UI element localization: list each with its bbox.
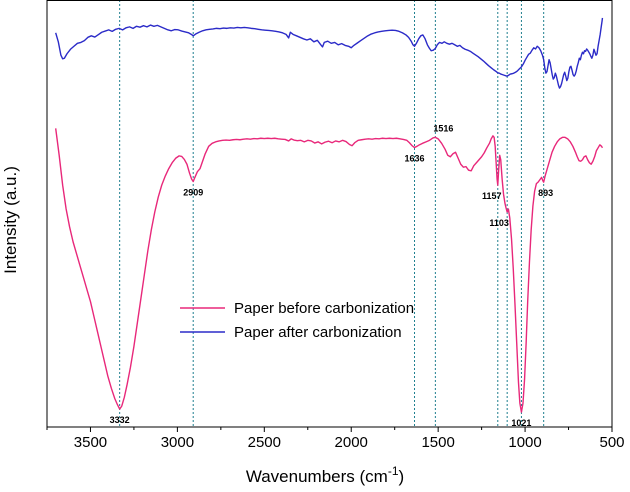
peak-labels: 3332 2909 1636 1516 1157 1103 1021 893: [110, 123, 554, 428]
series-line-after-carbonization: [55, 17, 604, 89]
x-tick-label-500: 500: [599, 434, 624, 451]
peak-label-1157: 1157: [482, 191, 502, 201]
legend-label-after: Paper after carbonization: [234, 324, 402, 341]
x-tick-label-3500: 3500: [74, 434, 107, 451]
peak-label-2909: 2909: [183, 188, 203, 198]
legend-label-before: Paper before carbonization: [234, 300, 414, 317]
x-tick-label-3000: 3000: [161, 434, 194, 451]
reference-lines: [119, 0, 545, 427]
peak-label-1021: 1021: [511, 418, 531, 428]
legend: Paper before carbonization Paper after c…: [180, 300, 414, 341]
x-tick-label-1500: 1500: [421, 434, 454, 451]
peak-label-1516: 1516: [433, 123, 453, 133]
x-tick-label-2000: 2000: [335, 434, 368, 451]
x-axis-title: Wavenumbers (cm-1): [246, 464, 404, 486]
x-axis: 3500 3000 2500 2000 1500 1000 500: [46, 427, 625, 451]
peak-label-3332: 3332: [110, 415, 130, 425]
series-group: [54, 17, 604, 413]
plot-area-frame: [46, 0, 613, 428]
x-tick-label-2500: 2500: [248, 434, 281, 451]
series-line-before-carbonization: [54, 128, 604, 413]
x-tick-label-1000: 1000: [508, 434, 541, 451]
peak-label-1636: 1636: [404, 154, 424, 164]
peak-label-1103: 1103: [489, 218, 509, 228]
peak-label-893: 893: [538, 188, 553, 198]
y-axis-title: Intensity (a.u.): [1, 166, 20, 274]
